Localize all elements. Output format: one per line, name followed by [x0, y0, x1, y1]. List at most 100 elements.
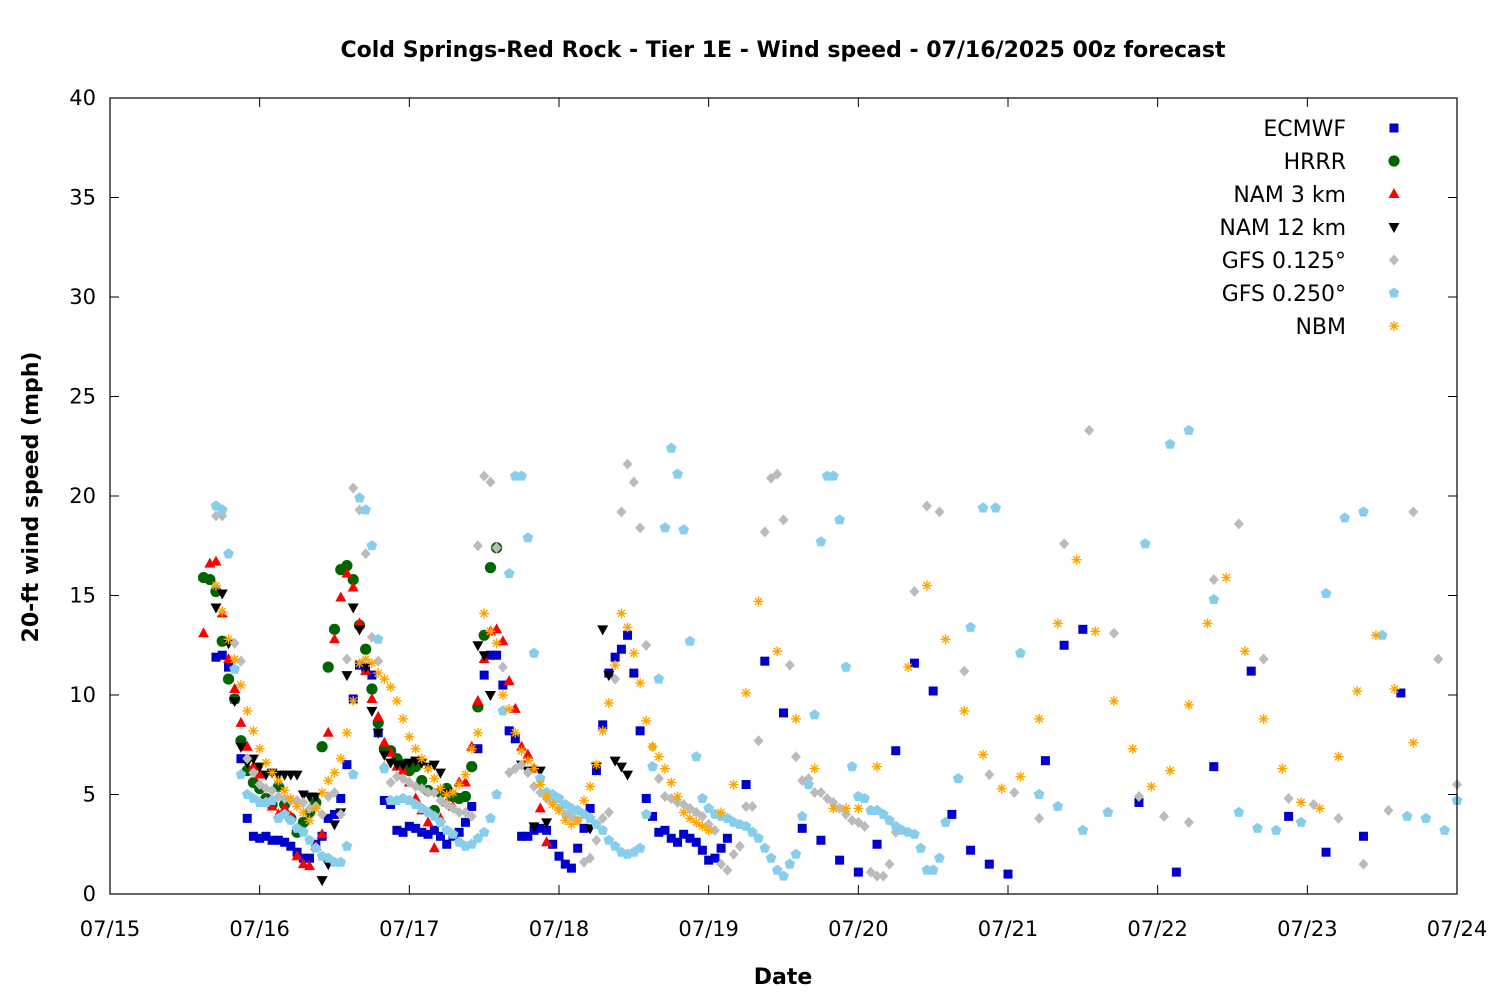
data-point — [765, 852, 777, 863]
plot-frame — [109, 97, 1458, 895]
data-point — [884, 814, 895, 825]
asterisk-stroke — [505, 704, 514, 713]
asterisk-stroke — [498, 690, 507, 700]
legend: ECMWF HRRR NAM 3 km NAM 12 km GFS 0.125° GFS … — [1219, 117, 1400, 340]
asterisk-stroke — [754, 597, 763, 606]
data-point — [1059, 640, 1069, 650]
legend-marker — [1389, 254, 1399, 266]
data-point — [329, 767, 340, 778]
asterisk-stroke — [598, 726, 607, 735]
asterisk-stroke — [536, 780, 545, 789]
data-point — [229, 637, 240, 649]
data-point — [516, 759, 527, 771]
data-point — [566, 863, 576, 873]
data-point — [254, 768, 266, 779]
data-point — [423, 829, 433, 839]
data-point — [335, 808, 346, 820]
data-point — [459, 790, 472, 803]
asterisk-stroke — [1147, 782, 1156, 791]
data-point — [541, 818, 553, 829]
data-point — [316, 741, 328, 753]
data-point — [366, 683, 378, 695]
data-point — [760, 656, 770, 666]
data-point — [404, 821, 414, 831]
data-point — [616, 608, 627, 619]
data-point — [416, 753, 427, 764]
data-point — [703, 825, 714, 836]
data-point — [909, 586, 920, 598]
data-point — [584, 812, 596, 823]
asterisk-stroke — [1072, 555, 1081, 564]
data-point — [1233, 806, 1245, 817]
data-point — [597, 824, 608, 835]
data-point — [236, 754, 246, 764]
data-point — [728, 779, 739, 790]
data-point — [235, 742, 247, 753]
data-point — [616, 644, 626, 654]
data-point — [248, 767, 259, 779]
asterisk-stroke — [729, 780, 738, 789]
data-point — [485, 626, 496, 637]
data-point — [422, 816, 434, 827]
y-axis-label: 20-ft wind speed (mph) — [19, 352, 44, 643]
asterisk-stroke — [268, 768, 277, 777]
data-point — [379, 674, 390, 685]
data-point — [466, 810, 477, 822]
data-point — [1077, 824, 1089, 835]
asterisk-stroke — [1166, 766, 1175, 775]
data-point — [329, 820, 340, 831]
legend-marker — [1388, 188, 1400, 198]
data-point — [279, 785, 290, 796]
data-point — [503, 675, 515, 686]
data-point — [460, 769, 471, 780]
asterisk-stroke — [1222, 573, 1231, 582]
data-point — [672, 468, 683, 479]
y-tick-label: 20 — [69, 484, 96, 508]
data-point — [229, 683, 241, 694]
data-point — [690, 751, 702, 762]
data-point — [341, 727, 352, 738]
data-point — [741, 800, 752, 812]
asterisk-stroke — [286, 794, 295, 803]
data-point — [254, 762, 266, 773]
data-point — [846, 761, 858, 772]
data-point — [623, 630, 633, 640]
data-point — [809, 787, 820, 799]
asterisk-stroke — [411, 744, 420, 753]
data-point — [223, 548, 234, 559]
data-point — [217, 606, 228, 617]
data-point — [597, 812, 608, 824]
data-point — [753, 596, 764, 607]
data-point — [1009, 787, 1020, 799]
data-point — [1321, 847, 1331, 857]
data-point — [429, 787, 440, 799]
data-point — [435, 831, 445, 841]
asterisk-stroke — [430, 774, 439, 783]
data-point — [329, 787, 340, 799]
data-point — [678, 807, 689, 818]
asterisk-stroke — [742, 688, 751, 698]
data-point — [585, 803, 595, 813]
asterisk-stroke — [810, 764, 819, 773]
asterisk-stroke — [342, 728, 351, 737]
asterisk-stroke — [636, 679, 645, 688]
data-point — [373, 655, 384, 667]
data-point — [722, 833, 732, 843]
data-point — [497, 705, 509, 716]
data-point — [323, 775, 334, 786]
asterisk-stroke — [548, 800, 557, 809]
data-point — [716, 858, 727, 870]
data-point — [347, 581, 359, 592]
data-point — [1358, 858, 1369, 870]
data-point — [547, 799, 558, 810]
data-point — [809, 763, 820, 774]
data-point — [984, 859, 994, 869]
data-point — [242, 813, 252, 823]
asterisk-stroke — [773, 647, 782, 656]
data-point — [534, 802, 546, 813]
data-point — [1164, 438, 1176, 449]
data-point — [298, 796, 309, 808]
data-point — [354, 492, 365, 503]
data-point — [528, 647, 540, 658]
data-point — [691, 837, 701, 847]
